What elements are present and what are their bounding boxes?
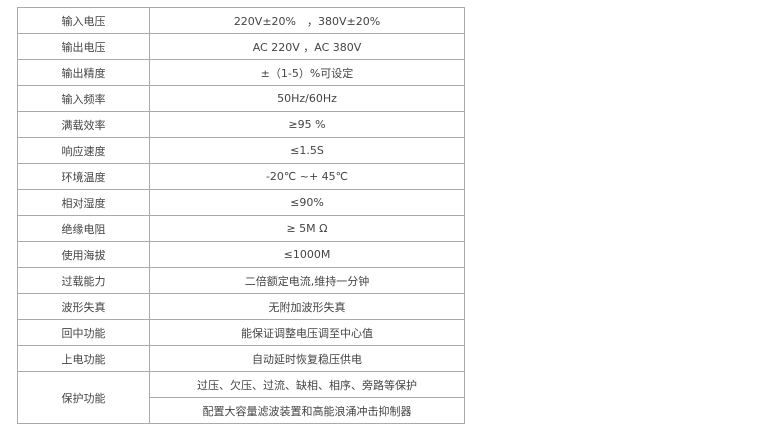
spec-label: 回中功能: [17, 319, 150, 346]
table-row: 输入电压 220V±20% ，380V±20%: [17, 7, 465, 34]
table-row: 过载能力 二倍额定电流,维持一分钟: [17, 267, 465, 294]
spec-label: 响应速度: [17, 137, 150, 164]
spec-label: 输入频率: [17, 85, 150, 112]
spec-label: 环境温度: [17, 163, 150, 190]
table-row: 保护功能 过压、欠压、过流、缺相、相序、旁路等保护: [17, 371, 465, 424]
spec-label: 输出电压: [17, 33, 150, 60]
table-row: 配置大容量滤波装置和高能浪涌冲击抑制器: [18, 397, 465, 424]
table-row: 波形失真 无附加波形失真: [17, 293, 465, 320]
spec-value: 50Hz/60Hz: [149, 85, 465, 112]
spec-value: 220V±20% ，380V±20%: [149, 7, 465, 34]
spec-label: 波形失真: [17, 293, 150, 320]
table-row: 输出电压 AC 220V ，AC 380V: [17, 33, 465, 60]
spec-label: 输出精度: [17, 59, 150, 86]
table-row: 响应速度 ≤1.5S: [17, 137, 465, 164]
spec-label: 上电功能: [17, 345, 150, 372]
table-row: 输入频率 50Hz/60Hz: [17, 85, 465, 112]
table-row: 绝缘电阻 ≥ 5M Ω: [17, 215, 465, 242]
spec-value: ≤1000M: [149, 241, 465, 268]
spec-value: ≤90%: [149, 189, 465, 216]
table-row: 使用海拔 ≤1000M: [17, 241, 465, 268]
spec-value: ≤1.5S: [149, 137, 465, 164]
spec-value: 自动延时恢复稳压供电: [149, 345, 465, 372]
spec-value: ≥95 %: [149, 111, 465, 138]
spec-label: 绝缘电阻: [17, 215, 150, 242]
spec-value: AC 220V ，AC 380V: [149, 33, 465, 60]
spec-label: 相对湿度: [17, 189, 150, 216]
spec-table: 输入电压 220V±20% ，380V±20% 输出电压 AC 220V ，AC 38…: [17, 7, 465, 424]
spec-value: ±（1-5）%可设定: [149, 59, 465, 86]
spec-value: 无附加波形失真: [149, 293, 465, 320]
spec-label: 保护功能: [17, 371, 150, 424]
table-row: 相对湿度 ≤90%: [17, 189, 465, 216]
table-row: 输出精度 ±（1-5）%可设定: [17, 59, 465, 86]
spec-value: ≥ 5M Ω: [149, 215, 465, 242]
spec-label: 使用海拔: [17, 241, 150, 268]
table-row: 上电功能 自动延时恢复稳压供电: [17, 345, 465, 372]
spec-value: -20℃ ~+ 45℃: [149, 163, 465, 190]
table-row: 满载效率 ≥95 %: [17, 111, 465, 138]
spec-label: 过载能力: [17, 267, 150, 294]
table-row: 回中功能 能保证调整电压调至中心值: [17, 319, 465, 346]
spec-value: 能保证调整电压调至中心值: [149, 319, 465, 346]
spec-label: 满载效率: [17, 111, 150, 138]
spec-value: 过压、欠压、过流、缺相、相序、旁路等保护: [149, 371, 465, 398]
spec-label: 输入电压: [17, 7, 150, 34]
spec-value: 二倍额定电流,维持一分钟: [149, 267, 465, 294]
table-row: 环境温度 -20℃ ~+ 45℃: [17, 163, 465, 190]
spec-value: 配置大容量滤波装置和高能浪涌冲击抑制器: [149, 397, 465, 424]
